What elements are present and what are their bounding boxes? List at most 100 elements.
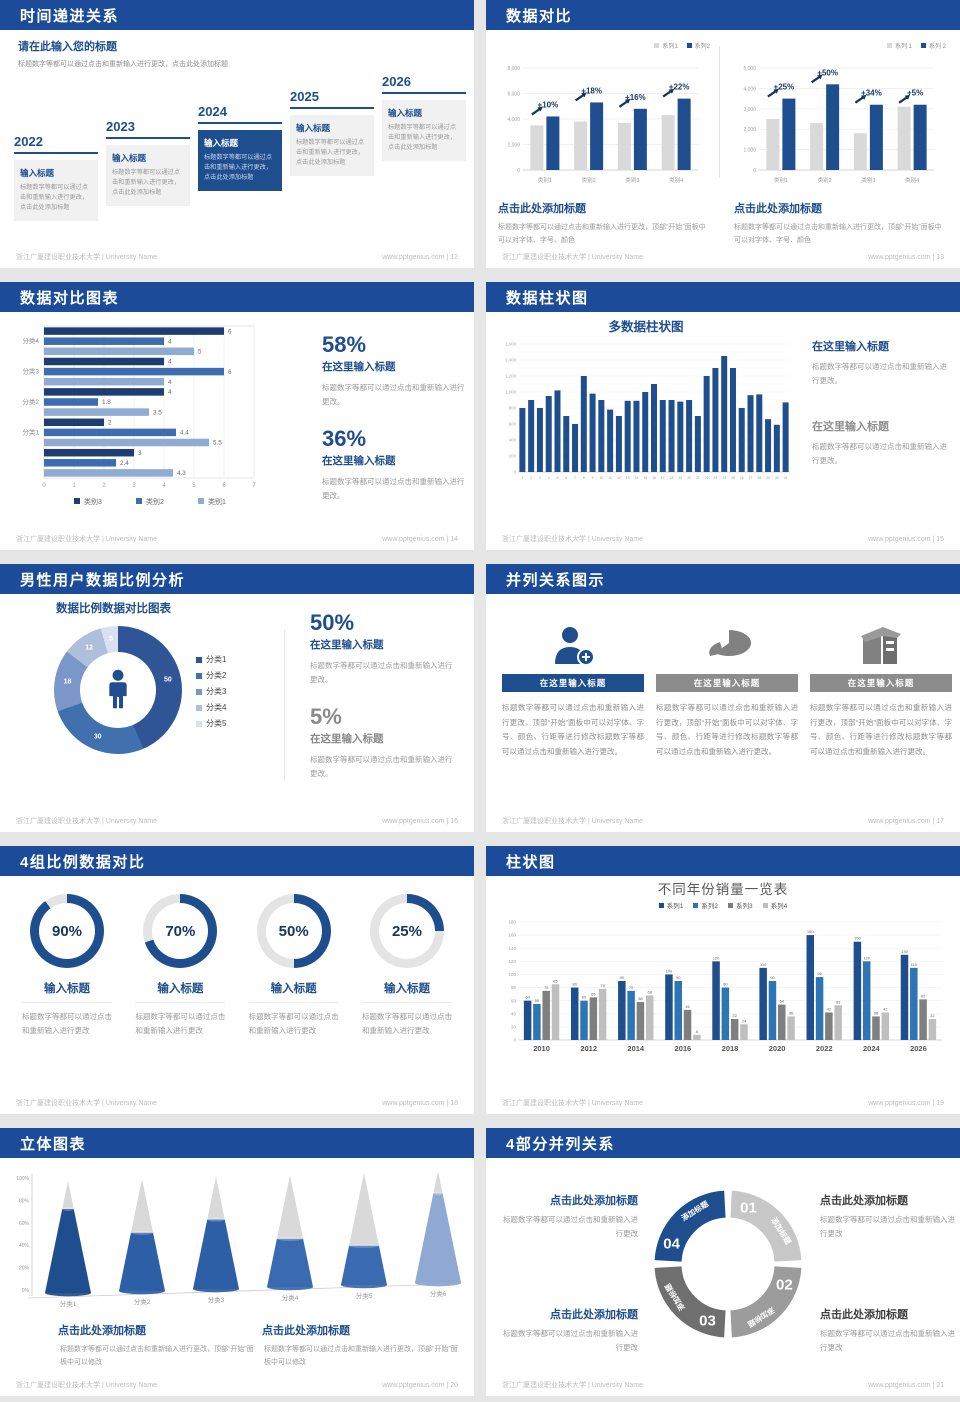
male-icon (109, 669, 127, 709)
slide-body: 数据比例数据对比图表 50 30 18 12 5 分类1 分类2 分类3 分类4 分类5 50%… (0, 594, 474, 810)
footer-left: 浙江广厦建设职业技术大学 | University Name (16, 818, 158, 825)
stat-block: 5% 在这里输入标题 标题数字等都可以通过点击和重新输入进行更改。 (310, 706, 455, 782)
milestone: 2024 输入标题 标题数字等都可以通过点击和重新输入进行更改，点击此处添加标题 (198, 104, 282, 191)
legend-item: 分类3 (196, 686, 226, 697)
pie-chart-icon (656, 606, 798, 674)
slide-body: 01 添加标题 02 添加标题 03 添加标题 04 添加标题 点击此处添加标题 标题数字等都… (486, 1158, 960, 1374)
divider (248, 1002, 339, 1003)
svg-text:42: 42 (883, 1006, 888, 1011)
slide-footer: 浙江广厦建设职业技术大学 | University Name www.pptgen… (16, 810, 458, 832)
svg-text:13: 13 (626, 476, 630, 480)
text-block: 在这里输入标题 标题数字等都可以通过点击和重新输入进行更改。 (812, 338, 952, 389)
svg-text:110: 110 (911, 962, 918, 967)
item-column: 在这里输入标题 标题数字等都可以通过点击和重新输入进行更改，顶部“开始”面板中可… (656, 606, 798, 760)
slice-label: 5 (109, 635, 113, 643)
svg-text:类别1: 类别1 (208, 497, 226, 506)
svg-text:4: 4 (168, 389, 172, 396)
gauge-body: 标题数字等都可以通过点击和重新输入进行更改 (22, 1012, 112, 1035)
caption-body: 标题数字等都可以通过点击和重新输入进行更改，顶部“开始”面板中可以修改 (60, 1346, 254, 1367)
slide-footer: 浙江广厦建设职业技术大学 | University Name www.pptgen… (502, 1092, 944, 1114)
svg-text:4.3: 4.3 (177, 470, 186, 477)
item-title-bar: 在这里输入标题 (656, 674, 798, 692)
footer-left: 浙江广厦建设职业技术大学 | University Name (502, 1100, 644, 1107)
svg-text:分类2: 分类2 (22, 397, 39, 406)
svg-text:8: 8 (696, 1029, 699, 1034)
legend-label: 系列2 (701, 903, 718, 910)
stat-body: 标题数字等都可以通过点击和重新输入进行更改。 (310, 661, 453, 685)
grouped-column-chart: 0 20 40 60 80 100 120 140 160 180 60 55 75 85 2010 80 60… (508, 920, 942, 1053)
milestone-box: 输入标题 标题数字等都可以通过点击和重新输入进行更改，点击此处添加标题 (198, 130, 282, 191)
svg-text:20%: 20% (19, 1266, 30, 1272)
svg-text:2014: 2014 (627, 1044, 645, 1053)
slide-21-four-part-ring[interactable]: 4部分并列关系 01 添加标题 02 添加标题 03 添加标题 04 添加标题 点击此处添加标… (486, 1128, 960, 1396)
item-column: 在这里输入标题 标题数字等都可以通过点击和重新输入进行更改，顶部“开始”面板中可… (502, 606, 644, 760)
svg-text:31: 31 (784, 476, 788, 480)
gauge-row: 90% 输入标题 标题数字等都可以通过点击和重新输入进行更改 70% 输入标题 标题数字等… (18, 894, 456, 1037)
footer-right: www.pptgenius.com | 15 (868, 535, 944, 543)
legend-item: 系列1 (658, 900, 683, 910)
svg-text:4: 4 (162, 483, 166, 489)
chart-legend: 分类1 分类2 分类3 分类4 分类5 (196, 654, 226, 734)
svg-text:22: 22 (705, 476, 709, 480)
slide-17-parallel-items[interactable]: 并列关系图示 在这里输入标题 标题数字等都可以通过点击和重新输入进行更改，顶部“… (486, 564, 960, 832)
slide-body: 0 1 2 3 4 5 6 7 6 4 5 分类4 4 6 4 分类3 4 1.8 3.5 分类2 2 4.4 5.5 分类1… (0, 312, 474, 528)
donut-hole (80, 652, 156, 728)
svg-text:7: 7 (574, 476, 576, 480)
text-block: 在这里输入标题 标题数字等都可以通过点击和重新输入进行更改。 (812, 418, 952, 469)
slide-15-column-chart[interactable]: 数据柱状图 多数据柱状图 1,600 1,400 1,200 1,000 800 600 4… (486, 282, 960, 550)
svg-text:62: 62 (921, 993, 926, 998)
svg-text:分类3: 分类3 (22, 367, 39, 376)
svg-text:7: 7 (252, 483, 256, 489)
slide-16-male-ratio[interactable]: 男性用户数据比例分析 数据比例数据对比图表 50 30 18 12 5 分类1 分类2 分类… (0, 564, 474, 832)
svg-text:类别3: 类别3 (625, 176, 639, 184)
svg-text:36: 36 (874, 1010, 879, 1015)
caption-body: 标题数字等都可以通过点击和重新输入进行更改，顶部“开始”面板中可以对字体、字号、… (498, 224, 706, 245)
svg-text:3: 3 (539, 476, 541, 480)
slide-13-data-comparison[interactable]: 数据对比 系列1 系列2 8,000 6,000 4,000 2,000 0 类别1 +10%… (486, 0, 960, 268)
slide-footer: 浙江广厦建设职业技术大学 | University Name www.pptgen… (16, 1374, 458, 1396)
svg-text:类别1: 类别1 (774, 176, 788, 184)
slide-20-cone-chart[interactable]: 立体图表 100% 80% 60% 40% 20% 0% 分类1 分类2 分类3 分类4 分类5 分类… (0, 1128, 474, 1396)
legend-label: 系列 2 (928, 43, 946, 50)
svg-text:2020: 2020 (769, 1044, 786, 1053)
slide-title: 4组比例数据对比 (20, 853, 146, 871)
gauge-ring: 50% (256, 894, 331, 968)
gauge-ring: 90% (30, 894, 104, 968)
block-title: 点击此处添加标题 (820, 1195, 908, 1207)
slice-label: 18 (63, 678, 72, 686)
milestone-line (382, 92, 466, 94)
footer-left: 浙江广厦建设职业技术大学 | University Name (502, 1382, 644, 1389)
intro-block: 请在此输入您的标题 标题数字等都可以通过点击和重新输入进行更改，点击此处添加标题 (18, 38, 233, 72)
footer-right: www.pptgenius.com | 16 (382, 817, 458, 825)
footer-left: 浙江广厦建设职业技术大学 | University Name (16, 1382, 158, 1389)
milestone-year: 2023 (106, 119, 135, 134)
svg-text:4: 4 (168, 359, 172, 366)
milestone-title: 输入标题 (204, 138, 239, 148)
slide-header: 柱状图 (486, 846, 960, 876)
svg-text:32: 32 (732, 1013, 737, 1018)
gauge-body: 标题数字等都可以通过点击和重新输入进行更改 (248, 1012, 339, 1035)
svg-text:4.4: 4.4 (180, 430, 189, 437)
milestone-line (106, 137, 190, 139)
slide-19-yearly-sales[interactable]: 柱状图 不同年份销量一览表 系列1 系列2 系列3 系列4 0 20 40 60 80 100 1… (486, 846, 960, 1114)
legend-swatch (762, 902, 768, 908)
item-body: 标题数字等都可以通过点击和重新输入进行更改，顶部“开始”面板中可以对字体、字号、… (656, 703, 798, 756)
svg-text:类别1: 类别1 (538, 176, 552, 184)
svg-text:2,000: 2,000 (743, 127, 756, 133)
svg-text:54: 54 (780, 999, 785, 1004)
slide-18-ratio-gauges[interactable]: 4组比例数据对比 90% 输入标题 标题数字等都可以通过点击和重新输入进行更改 70%… (0, 846, 474, 1114)
gauge-column: 25% 输入标题 标题数字等都可以通过点击和重新输入进行更改 (358, 894, 456, 1037)
horizontal-bar-chart: 0 1 2 3 4 5 6 7 6 4 5 分类4 4 6 4 分类3 4 1.8 3.5 分类2 2 4.4 5.5 分类1… (22, 325, 256, 506)
svg-text:5.5: 5.5 (213, 440, 222, 447)
svg-text:2018: 2018 (722, 1044, 739, 1053)
svg-text:160: 160 (508, 933, 516, 938)
donut-chart: 50 30 18 12 5 (54, 626, 182, 754)
slide-title: 柱状图 (506, 853, 556, 871)
svg-text:8,000: 8,000 (507, 66, 520, 72)
svg-text:5,000: 5,000 (743, 66, 756, 72)
legend-swatch (196, 704, 202, 711)
slide-12-timeline[interactable]: 时间递进关系 请在此输入您的标题 标题数字等都可以通过点击和重新输入进行更改，点… (0, 0, 474, 268)
slide-14-comparison-chart[interactable]: 数据对比图表 0 1 2 3 4 5 6 7 6 4 5 分类4 4 6 4 分类3 4 1.8 3.5 分类2 2 4.… (0, 282, 474, 550)
milestone: 2025 输入标题 标题数字等都可以通过点击和重新输入进行更改，点击此处添加标题 (290, 89, 374, 176)
gauge-title: 输入标题 (157, 983, 204, 995)
